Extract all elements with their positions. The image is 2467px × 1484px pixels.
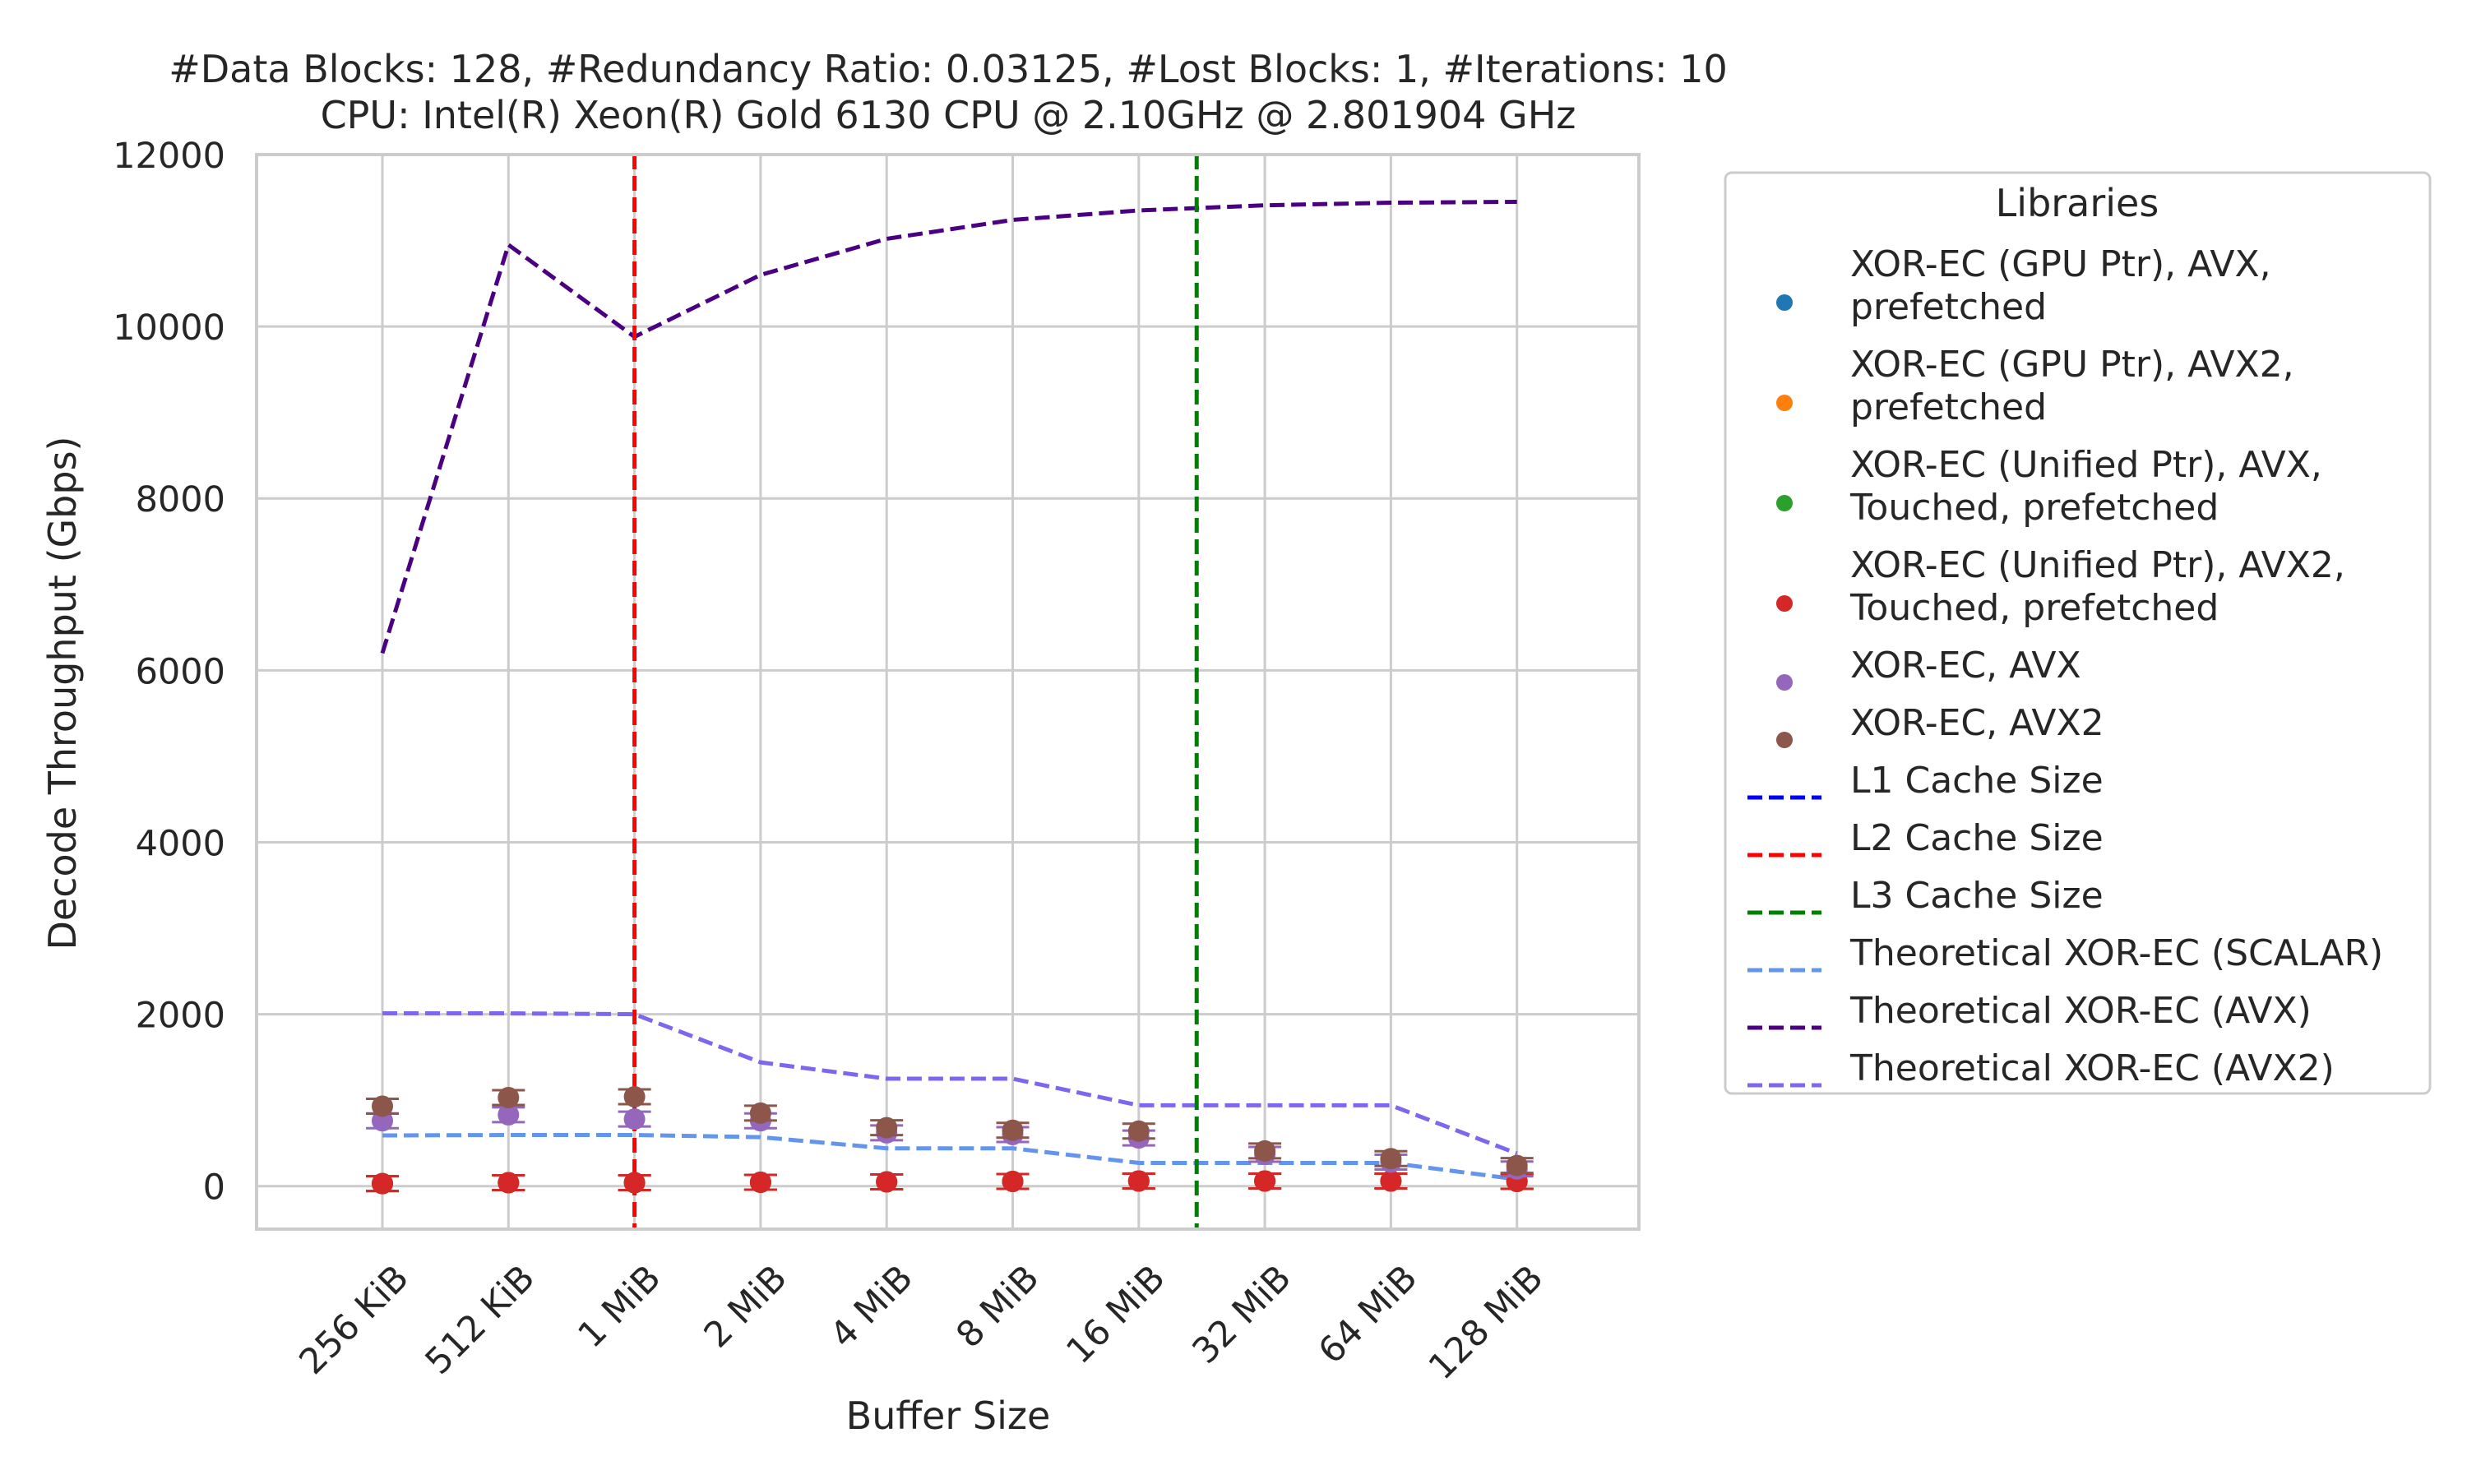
chart-title: #Data Blocks: 128, #Redundancy Ratio: 0.…	[169, 47, 1728, 137]
data-point	[623, 1172, 646, 1194]
y-axis-label: Decode Throughput (Gbps)	[40, 437, 85, 950]
series-line	[380, 200, 1517, 654]
legend-label: Theoretical XOR-EC (AVX)	[1849, 990, 2312, 1032]
legend-label: Touched, prefetched	[1849, 587, 2219, 629]
data-point	[1254, 1170, 1276, 1192]
x-tick-label: 256 KiB	[292, 1257, 417, 1382]
legend-label: L2 Cache Size	[1850, 817, 2104, 859]
data-point	[1254, 1140, 1276, 1162]
data-point	[372, 1110, 393, 1132]
data-point	[1506, 1154, 1528, 1177]
legend-marker	[1776, 495, 1793, 511]
legend-frame	[1724, 171, 2432, 1095]
title-line-2: CPU: Intel(R) Xeon(R) Gold 6130 CPU @ 2.…	[321, 93, 1576, 137]
legend-label: Theoretical XOR-EC (SCALAR)	[1849, 932, 2383, 974]
legend-label: XOR-EC (GPU Ptr), AVX2,	[1850, 344, 2294, 386]
legend-label: Theoretical XOR-EC (AVX2)	[1849, 1047, 2335, 1089]
data-point	[876, 1171, 898, 1193]
y-tick-label: 12000	[113, 136, 225, 177]
legend-marker	[1776, 294, 1793, 311]
plot-frame	[255, 153, 1641, 1231]
y-tick-label: 0	[203, 1167, 225, 1209]
x-tick-label: 16 MiB	[1058, 1257, 1173, 1371]
data-point	[1127, 1170, 1150, 1192]
y-tick-label: 10000	[113, 307, 225, 349]
data-point	[1380, 1148, 1402, 1170]
data-point	[1002, 1119, 1024, 1141]
y-tick-label: 6000	[136, 651, 225, 692]
x-axis-label: Buffer Size	[846, 1394, 1051, 1438]
y-axis-ticks: 0 2000 4000 6000 8000 10000 12000	[113, 136, 225, 1209]
x-tick-label: 4 MiB	[822, 1257, 921, 1356]
data-point	[623, 1085, 646, 1107]
data-point	[749, 1102, 771, 1124]
data-point	[372, 1172, 393, 1195]
legend-label: XOR-EC (GPU Ptr), AVX,	[1850, 243, 2271, 285]
data-point	[623, 1108, 646, 1130]
data-point	[1127, 1120, 1150, 1142]
legend-label: L1 Cache Size	[1850, 760, 2104, 802]
legend: Libraries XOR-EC (GPU Ptr), AVX,prefetch…	[1724, 171, 2432, 1095]
legend-label: prefetched	[1850, 386, 2047, 428]
legend-label: XOR-EC, AVX2	[1850, 702, 2104, 744]
legend-label: XOR-EC (Unified Ptr), AVX,	[1850, 444, 2322, 486]
y-tick-label: 4000	[136, 823, 225, 864]
legend-label: Touched, prefetched	[1849, 487, 2219, 529]
legend-label: L3 Cache Size	[1850, 875, 2104, 917]
y-tick-label: 8000	[136, 479, 225, 520]
plot-area	[255, 153, 1641, 1231]
data-point	[1380, 1170, 1402, 1192]
x-tick-label: 512 KiB	[418, 1257, 543, 1382]
legend-title: Libraries	[1996, 181, 2159, 225]
series-line	[382, 1133, 1518, 1181]
legend-marker	[1776, 595, 1793, 612]
x-tick-label: 128 MiB	[1421, 1257, 1552, 1388]
data-point	[749, 1172, 771, 1194]
plot-background	[257, 155, 1639, 1229]
data-point	[498, 1087, 520, 1109]
data-point	[498, 1172, 520, 1194]
y-tick-label: 2000	[136, 996, 225, 1037]
data-point	[498, 1103, 520, 1126]
x-tick-label: 2 MiB	[697, 1257, 795, 1356]
data-point	[876, 1116, 898, 1139]
data-point	[1002, 1170, 1024, 1192]
x-tick-label: 1 MiB	[571, 1257, 669, 1356]
legend-marker	[1776, 395, 1793, 411]
x-axis-ticks: 256 KiB 512 KiB 1 MiB 2 MiB 4 MiB 8 MiB 16 MiB…	[292, 1257, 1552, 1388]
legend-marker	[1776, 674, 1793, 691]
legend-label: XOR-EC, AVX	[1850, 645, 2081, 687]
x-tick-label: 32 MiB	[1185, 1257, 1299, 1371]
grid	[257, 153, 1639, 1229]
legend-marker	[1776, 732, 1793, 748]
legend-label: prefetched	[1850, 286, 2047, 328]
data-point	[372, 1095, 393, 1117]
title-line-1: #Data Blocks: 128, #Redundancy Ratio: 0.…	[169, 47, 1728, 91]
x-tick-label: 8 MiB	[948, 1257, 1047, 1356]
legend-label: XOR-EC (Unified Ptr), AVX2,	[1850, 544, 2345, 586]
x-tick-label: 64 MiB	[1311, 1257, 1425, 1371]
